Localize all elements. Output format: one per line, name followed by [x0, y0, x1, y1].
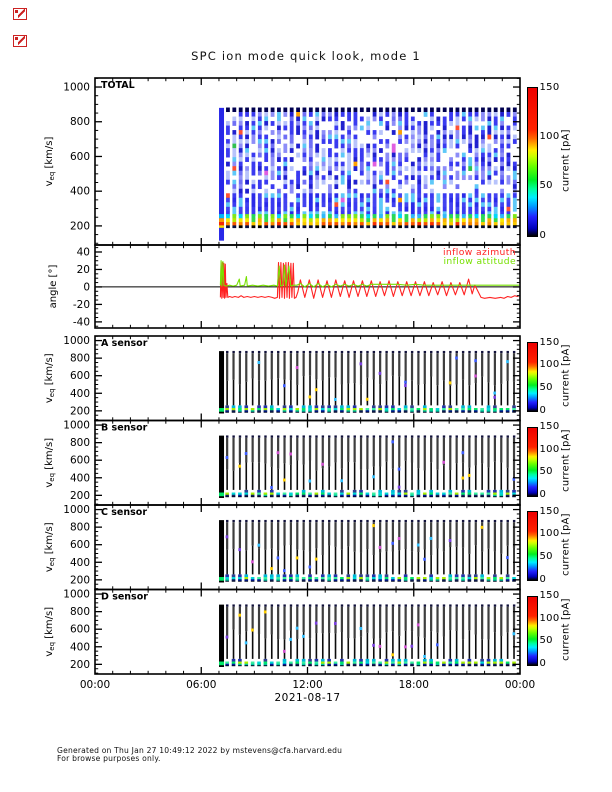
angle-panel: -40 -20 0 20 40 angle [°] [48, 244, 521, 329]
colorbar-tick-label: 50 [539, 466, 553, 478]
colorbar-tick-label: 150 [539, 505, 560, 517]
x-axis-date-label: 2021-08-17 [274, 692, 341, 704]
colorbar-tick-label: 0 [539, 489, 547, 500]
y-tick-label: 600 [70, 151, 90, 163]
colorbar-axis-label: current [pA] [560, 428, 572, 492]
colorbar-axis-label: current [pA] [560, 597, 572, 661]
y-tick-label: 1000 [63, 82, 90, 94]
y-tick-label: 800 [70, 437, 90, 449]
broken-image-slash [18, 8, 25, 18]
y-tick-label: 1000 [63, 420, 90, 432]
y-tick-label: 800 [70, 353, 90, 365]
y-tick-label: 400 [70, 557, 90, 569]
c-sensor-panel: 200 400 600 800 1000 C sensor veq [km/s] [44, 504, 521, 591]
colorbar-tick-label: 150 [539, 81, 560, 93]
footer-browse-line: For browse purposes only. [57, 754, 161, 763]
d-sensor-panel: 200 400 600 800 1000 D sensor veq [km/s] 00:00 0… [44, 589, 535, 691]
y-tick-label: 1000 [63, 589, 90, 601]
legend-inflow-attitude: inflow attitude [443, 256, 516, 267]
y-tick-label: 600 [70, 455, 90, 467]
y-tick-label: 20 [77, 264, 90, 276]
colorbar-c [526, 511, 538, 581]
y-tick-label: 1000 [63, 504, 90, 516]
colorbar-tick-label: 50 [539, 635, 553, 647]
y-tick-label: 200 [70, 220, 90, 232]
panel-label-B: B sensor [101, 423, 148, 434]
y-axis-title-D: veq [km/s] [44, 607, 56, 657]
footer-generated-line: Generated on Thu Jan 27 10:49:12 2022 by… [57, 746, 343, 755]
y-axis-title-C: veq [km/s] [44, 522, 56, 572]
y-tick-label: 200 [70, 490, 90, 502]
y-tick-label: 400 [70, 641, 90, 653]
colorbar-a [526, 342, 538, 412]
colorbar-tick-label: 150 [539, 590, 560, 601]
y-tick-label: 400 [70, 388, 90, 400]
colorbar-tick-label: 100 [539, 443, 560, 455]
plot-title: SPC ion mode quick look, mode 1 [191, 49, 421, 63]
colorbar-tick-label: 50 [539, 180, 553, 192]
x-axis-tick-label: 00:00 [80, 679, 110, 691]
x-axis-tick-label: 18:00 [399, 679, 429, 691]
y-tick-label: 600 [70, 539, 90, 551]
y-tick-label: 200 [70, 659, 90, 671]
colorbar-tick-label: 50 [539, 550, 553, 562]
y-tick-label: 200 [70, 405, 90, 417]
angle-series-azimuth [219, 261, 520, 299]
y-tick-label: -20 [73, 299, 90, 311]
colorbar-tick-label: 100 [539, 130, 560, 142]
y-tick-label: 0 [83, 281, 90, 293]
colorbar-d [526, 595, 538, 666]
colorbar-b [526, 426, 538, 497]
broken-image-slash [18, 35, 25, 45]
x-axis-tick-label: 06:00 [186, 679, 216, 691]
colorbar-axis-label: current [pA] [560, 129, 572, 192]
y-axis-title-A: veq [km/s] [44, 353, 56, 403]
panel-label-total: TOTAL [101, 80, 135, 91]
colorbar-tick-label: 0 [539, 573, 547, 585]
x-axis-tick-label: 00:00 [505, 679, 535, 691]
colorbar-tick-label: 150 [539, 336, 560, 348]
y-tick-label: 1000 [63, 335, 90, 347]
y-tick-label: 800 [70, 606, 90, 618]
broken-image-icon [13, 35, 27, 47]
b-sensor-panel: 200 400 600 800 1000 B sensor veq [km/s] [44, 420, 521, 506]
colorbar-tick-label: 0 [539, 404, 547, 416]
y-axis-title-B: veq [km/s] [44, 438, 56, 488]
colorbar-total [526, 87, 538, 237]
y-axis-title-total: veq [km/s] [44, 137, 56, 187]
y-tick-label: 800 [70, 522, 90, 534]
y-axis-title-angle: angle [°] [48, 265, 59, 309]
y-tick-label: 800 [70, 116, 90, 128]
panel-label-D: D sensor [101, 592, 148, 603]
panel-label-C: C sensor [101, 507, 147, 518]
y-tick-label: 200 [70, 574, 90, 586]
x-axis-tick-label: 12:00 [292, 679, 322, 691]
colorbar-tick-label: 100 [539, 528, 560, 540]
broken-image-dot [15, 37, 18, 40]
colorbar-tick-label: 0 [539, 658, 547, 669]
colorbar-tick-label: 150 [539, 421, 560, 432]
colorbar-tick-label: 100 [539, 359, 560, 371]
colorbar-tick-label: 100 [539, 612, 560, 624]
y-tick-label: -40 [73, 316, 90, 328]
total-panel: 200 400 600 800 1000 TOTAL veq [km/s] [44, 77, 521, 246]
angle-series-attitude [219, 260, 520, 288]
broken-image-icon [13, 8, 27, 20]
y-tick-label: 600 [70, 624, 90, 636]
colorbar-axis-label: current [pA] [560, 344, 572, 407]
y-tick-label: 40 [77, 246, 90, 258]
y-tick-label: 400 [70, 472, 90, 484]
colorbar-tick-label: 50 [539, 381, 553, 393]
colorbar-tick-label: 0 [539, 229, 547, 241]
panel-label-A: A sensor [101, 338, 148, 349]
legend-inflow-azimuth: inflow azimuth [442, 247, 516, 258]
broken-image-dot [15, 10, 18, 13]
y-tick-label: 400 [70, 186, 90, 198]
colorbar-axis-label: current [pA] [560, 513, 572, 576]
y-tick-label: 600 [70, 370, 90, 382]
a-sensor-panel: 200 400 600 800 1000 A sensor veq [km/s] [44, 335, 521, 422]
